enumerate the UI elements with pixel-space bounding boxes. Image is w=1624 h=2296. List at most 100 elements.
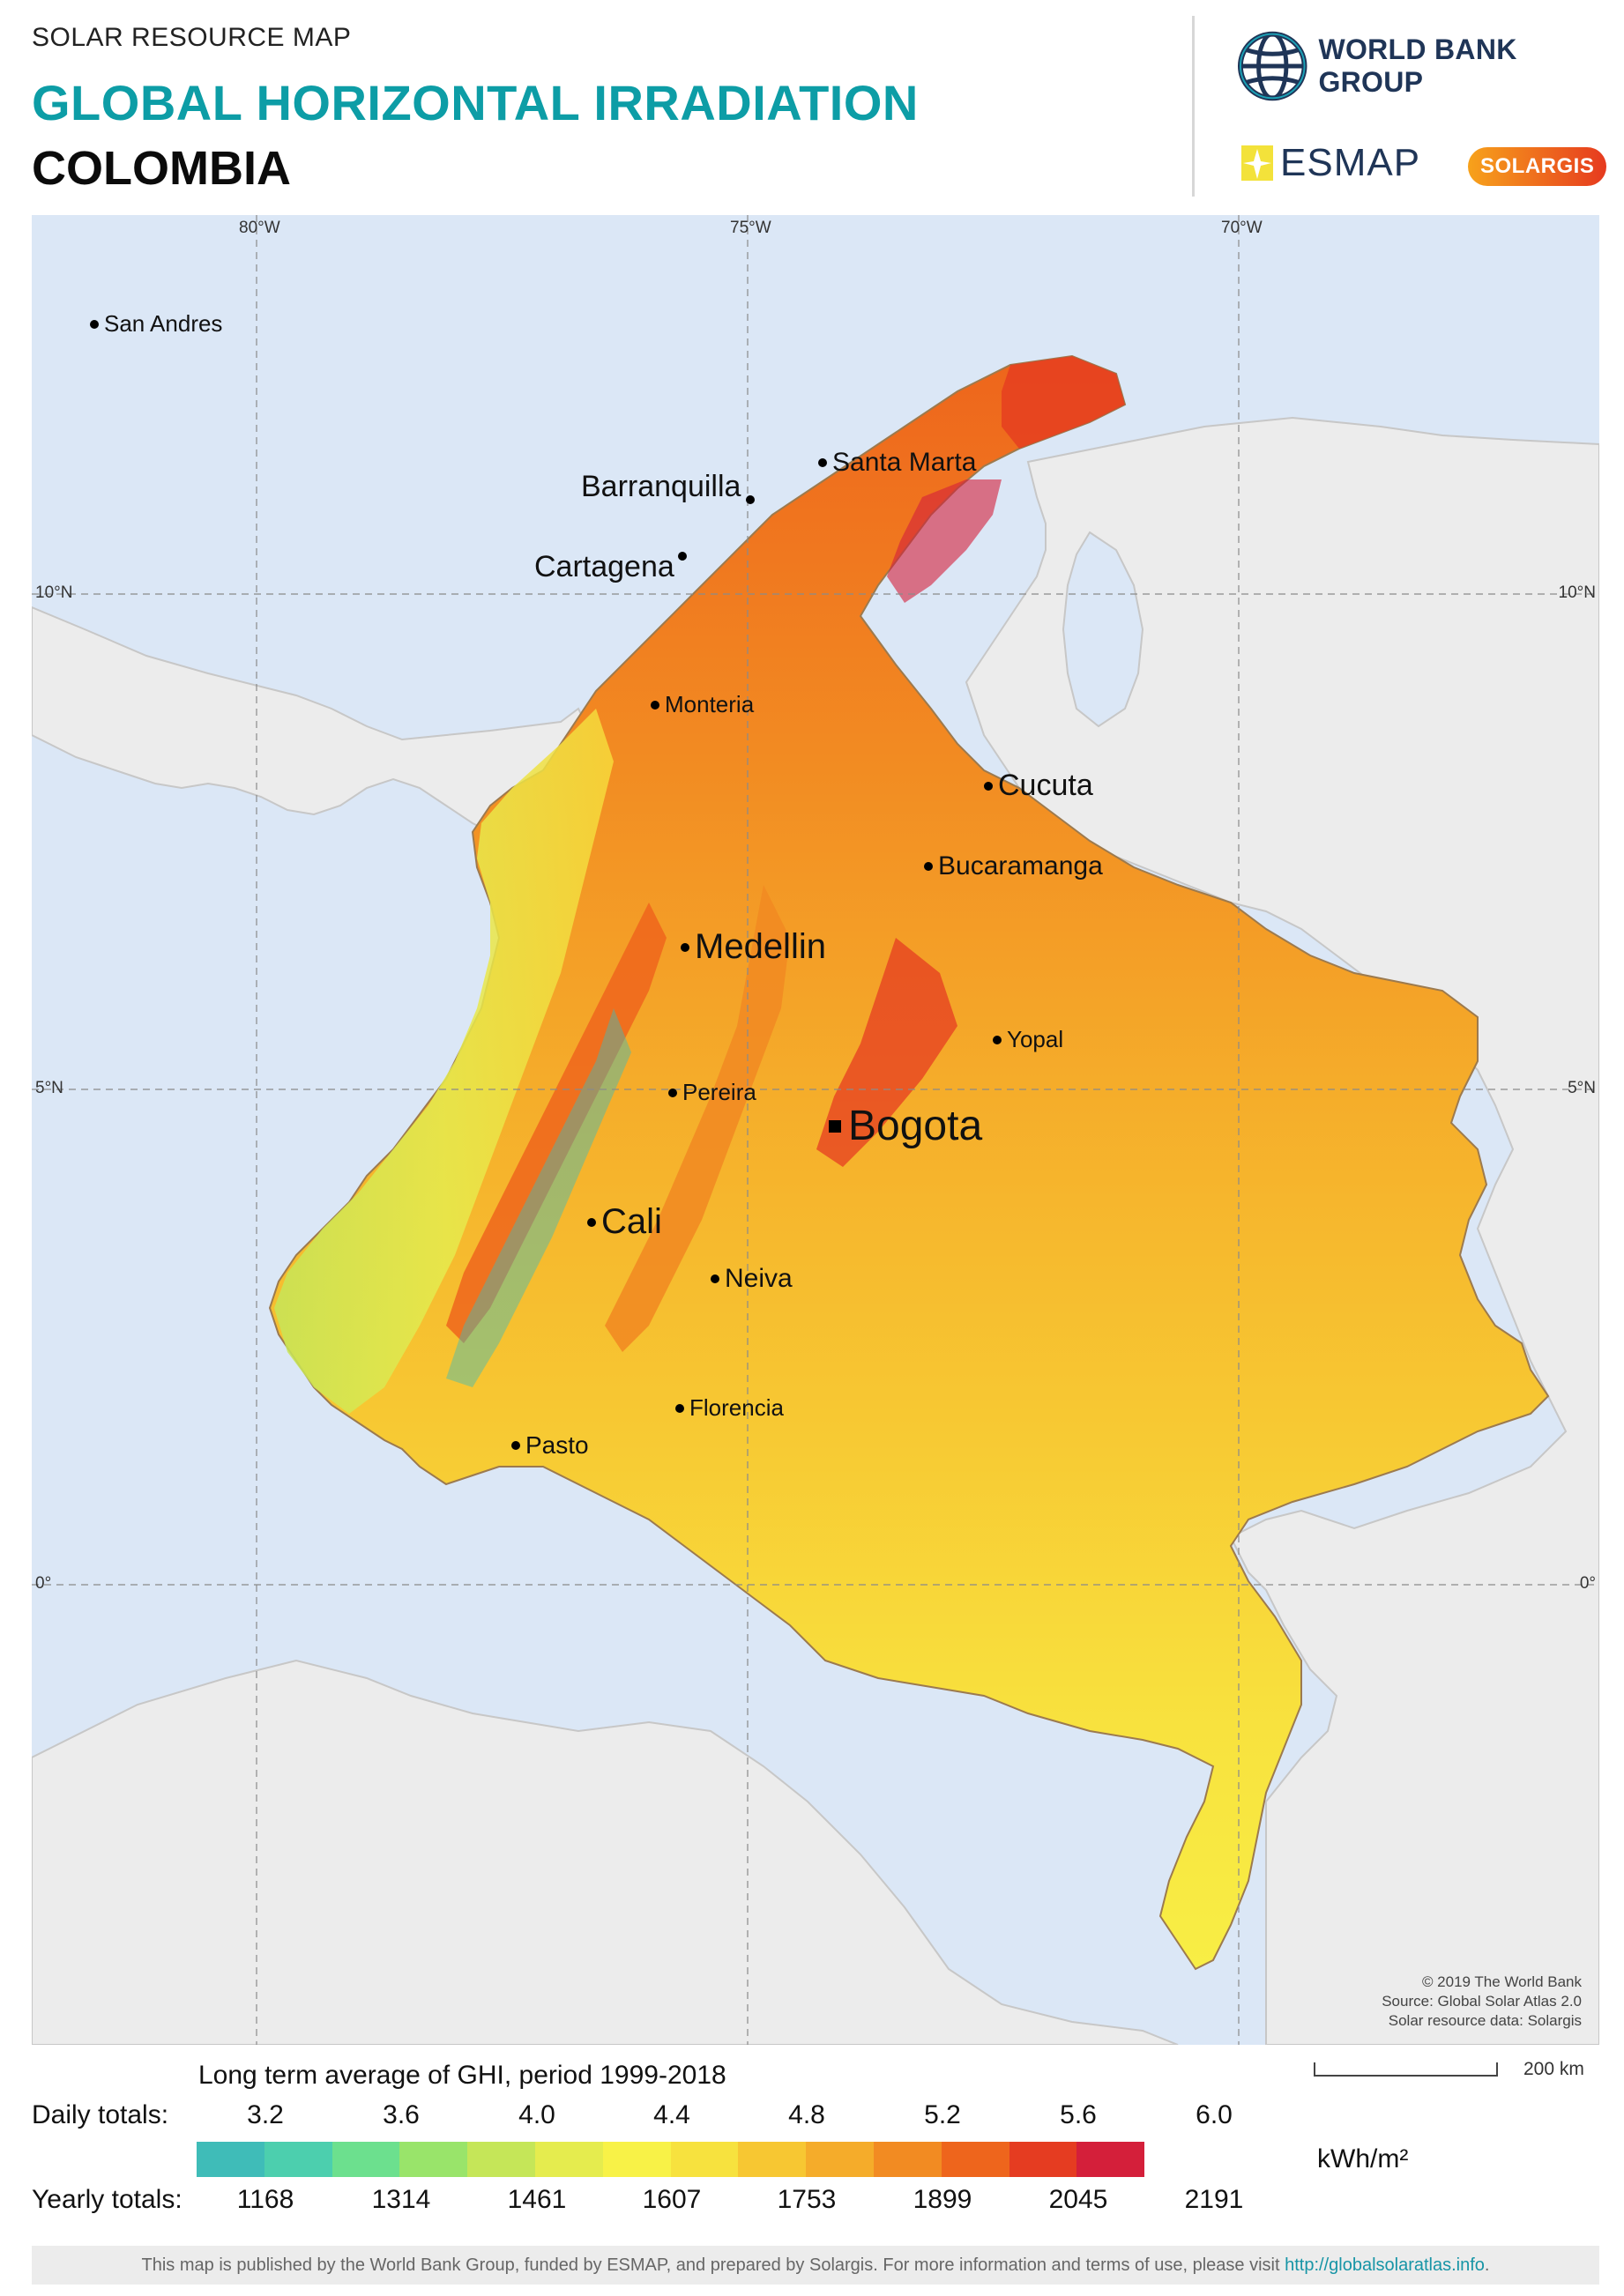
city-label: Yopal bbox=[1007, 1026, 1064, 1052]
graticule bbox=[32, 215, 1599, 2045]
city-label: Cucuta bbox=[998, 769, 1093, 802]
latitude-label-10n-left: 10°N bbox=[35, 583, 73, 602]
city-marker bbox=[993, 1035, 1002, 1044]
header-divider bbox=[1192, 16, 1195, 197]
esmap-logo: ESMAP bbox=[1241, 141, 1420, 185]
map-title: GLOBAL HORIZONTAL IRRADIATION bbox=[32, 75, 919, 130]
city-label: Barranquilla bbox=[581, 469, 741, 503]
country-title: COLOMBIA bbox=[32, 142, 291, 195]
latitude-label-0-left: 0° bbox=[35, 1574, 52, 1593]
credit-line: Source: Global Solar Atlas 2.0 bbox=[1382, 1993, 1582, 2010]
latitude-label-0-right: 0° bbox=[1579, 1574, 1596, 1593]
southern-neighbors-land bbox=[32, 1659, 1179, 2045]
city-label: Florencia bbox=[689, 1394, 784, 1421]
legend-swatch bbox=[602, 2142, 671, 2177]
city-label: Pasto bbox=[525, 1431, 589, 1459]
credit-line: © 2019 The World Bank bbox=[1421, 1973, 1582, 1990]
yearly-tick: 1899 bbox=[913, 2185, 972, 2214]
legend-swatch bbox=[873, 2142, 942, 2177]
city-label: San Andres bbox=[104, 310, 223, 337]
lake-maracaibo bbox=[1062, 531, 1144, 728]
legend-unit: kWh/m² bbox=[1317, 2144, 1409, 2173]
yearly-tick: 1461 bbox=[507, 2185, 567, 2214]
esmap-star-icon bbox=[1241, 145, 1273, 181]
esmap-label: ESMAP bbox=[1280, 141, 1421, 184]
solargis-logo: SOLARGIS bbox=[1468, 147, 1607, 186]
city-cucuta: Cucuta bbox=[984, 769, 1093, 803]
city-neiva: Neiva bbox=[711, 1264, 793, 1294]
city-label: Medellin bbox=[695, 927, 826, 966]
legend-swatch bbox=[806, 2142, 874, 2177]
city-marker bbox=[651, 700, 659, 710]
footer-period: . bbox=[1484, 2255, 1490, 2275]
footer-text: This map is published by the World Bank … bbox=[32, 2246, 1599, 2285]
footer-link[interactable]: http://globalsolaratlas.info bbox=[1285, 2255, 1485, 2275]
daily-tick: 4.8 bbox=[788, 2100, 825, 2129]
city-marker bbox=[677, 551, 687, 561]
city-pasto: Pasto bbox=[511, 1431, 589, 1460]
legend-swatch bbox=[534, 2142, 603, 2177]
yearly-tick: 2045 bbox=[1048, 2185, 1108, 2214]
city-marker bbox=[90, 319, 99, 329]
daily-tick: 5.6 bbox=[1060, 2100, 1097, 2129]
daily-tick: 5.2 bbox=[924, 2100, 961, 2129]
latitude-label-5n-left: 5°N bbox=[35, 1079, 63, 1097]
legend-swatch bbox=[332, 2142, 400, 2177]
footer-notice: This map is published by the World Bank … bbox=[141, 2255, 1285, 2275]
daily-tick: 6.0 bbox=[1196, 2100, 1233, 2129]
longitude-label-75w: 75°W bbox=[730, 219, 771, 237]
map-area: 80°W 75°W 70°W 10°N 5°N 0° 10°N 5°N 0° S… bbox=[32, 215, 1599, 2045]
city-marker bbox=[587, 1217, 596, 1227]
legend-swatch bbox=[467, 2142, 535, 2177]
yearly-tick: 1168 bbox=[236, 2185, 294, 2214]
city-label: Cali bbox=[601, 1202, 662, 1241]
map-credits: © 2019 The World Bank Source: Global Sol… bbox=[1382, 1973, 1582, 2031]
legend-swatch bbox=[399, 2142, 468, 2177]
legend-title: Long term average of GHI, period 1999-20… bbox=[198, 2061, 726, 2090]
city-label: Bucaramanga bbox=[938, 851, 1103, 881]
globe-icon bbox=[1237, 31, 1307, 101]
legend-swatch bbox=[670, 2142, 739, 2177]
legend-swatch bbox=[1009, 2142, 1077, 2177]
city-marker bbox=[668, 1088, 677, 1097]
city-barranquilla: Barranquilla bbox=[581, 469, 760, 504]
legend-swatch bbox=[941, 2142, 1009, 2177]
sierra-nevada bbox=[887, 479, 1002, 603]
city-marker bbox=[681, 942, 689, 952]
map-subtitle: SOLAR RESOURCE MAP bbox=[32, 23, 352, 52]
city-label: Neiva bbox=[725, 1264, 793, 1293]
western-cordillera bbox=[446, 903, 667, 1343]
city-label: Santa Marta bbox=[832, 448, 977, 477]
longitude-label-80w: 80°W bbox=[239, 219, 280, 237]
city-cartagena: Cartagena bbox=[534, 550, 692, 584]
daily-tick: 4.0 bbox=[518, 2100, 555, 2129]
city-yopal: Yopal bbox=[993, 1026, 1063, 1053]
map-canvas bbox=[32, 215, 1599, 2045]
city-pereira: Pereira bbox=[668, 1079, 756, 1106]
yearly-tick: 2191 bbox=[1184, 2185, 1244, 2214]
longitude-label-70w: 70°W bbox=[1221, 219, 1263, 237]
city-san-andres: San Andres bbox=[90, 310, 222, 338]
footer: This map is published by the World Bank … bbox=[32, 2246, 1599, 2285]
scale-bar bbox=[1314, 2062, 1498, 2077]
latitude-label-5n-right: 5°N bbox=[1568, 1079, 1596, 1097]
city-monteria: Monteria bbox=[651, 691, 754, 718]
city-marker bbox=[924, 862, 933, 871]
world-bank-label: WORLD BANK GROUP bbox=[1318, 33, 1517, 98]
eastern-cordillera bbox=[816, 938, 957, 1167]
city-label: Cartagena bbox=[534, 550, 674, 583]
header: SOLAR RESOURCE MAP GLOBAL HORIZONTAL IRR… bbox=[0, 0, 1624, 203]
scale-label: 200 km bbox=[1523, 2059, 1584, 2079]
legend-swatch bbox=[197, 2142, 264, 2177]
yearly-tick: 1607 bbox=[642, 2185, 702, 2214]
city-marker bbox=[746, 495, 756, 504]
yearly-tick: 1314 bbox=[371, 2185, 431, 2214]
valley-cool-zone bbox=[446, 1008, 631, 1387]
city-santa-marta: Santa Marta bbox=[818, 448, 976, 478]
latitude-label-10n-right: 10°N bbox=[1558, 583, 1596, 602]
venezuela-land bbox=[965, 416, 1599, 2045]
city-medellin: Medellin bbox=[681, 927, 826, 967]
city-marker bbox=[675, 1403, 684, 1413]
legend-swatch bbox=[264, 2142, 332, 2177]
legend-swatch bbox=[738, 2142, 807, 2177]
